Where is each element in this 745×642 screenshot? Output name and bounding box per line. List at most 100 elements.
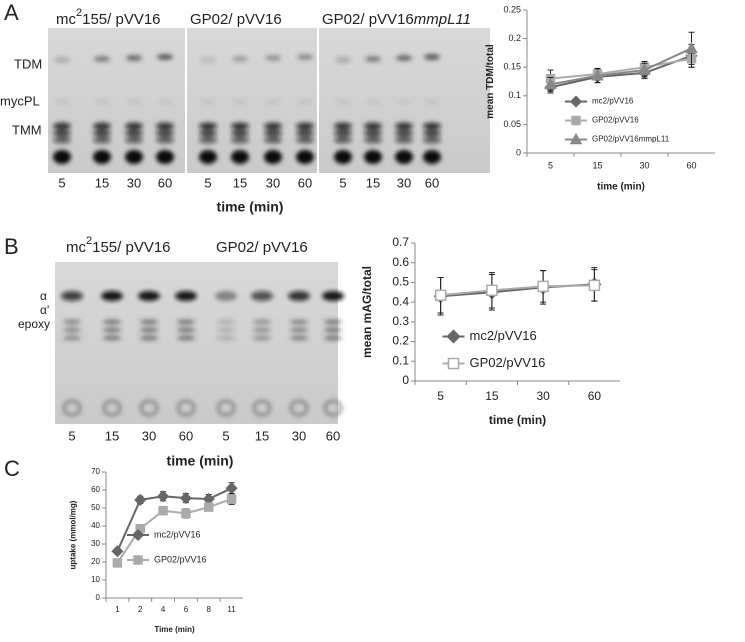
y-axis-label: mean TDM/total <box>485 44 496 119</box>
gel-band <box>63 319 81 325</box>
marker <box>544 77 557 90</box>
gel-band <box>395 150 413 164</box>
x-tick-label: 15 <box>485 389 499 403</box>
gel-band <box>217 319 235 325</box>
marker <box>434 289 447 301</box>
y-tick-label: 0.7 <box>392 235 409 249</box>
gel-band <box>296 136 314 144</box>
y-tick-label: 0.6 <box>392 255 409 269</box>
gel-band <box>324 335 342 341</box>
group-label: mc2155/ pVV16 <box>56 7 161 28</box>
marker <box>158 505 168 516</box>
gel-band <box>157 54 173 60</box>
y-tick-label: 0.1 <box>508 90 521 100</box>
lane-label: 60 <box>298 175 312 190</box>
band-label: TMM <box>12 122 42 137</box>
x-tick-label: 2 <box>138 605 143 614</box>
gel-band <box>125 122 143 130</box>
y-tick-label: 50 <box>91 503 100 512</box>
marker <box>226 494 237 504</box>
gel-band <box>297 54 313 60</box>
marker <box>111 545 124 558</box>
legend-label: mc2/pVV16 <box>154 529 201 539</box>
legend-marker <box>131 528 145 542</box>
legend-label: GP02/pVV16 <box>592 116 639 125</box>
marker <box>134 493 147 506</box>
gel-band <box>217 327 235 333</box>
gel-band <box>231 129 249 137</box>
gel-band <box>95 100 109 104</box>
gel-band <box>93 150 111 164</box>
gel-band <box>103 335 121 341</box>
gel-band <box>103 327 121 333</box>
series-line <box>550 54 692 89</box>
gel-band <box>424 54 440 60</box>
gel-band <box>231 136 249 144</box>
legend-label: GP02/pVV16mmpL11 <box>592 135 670 144</box>
lane-label: 60 <box>326 428 340 443</box>
legend-marker <box>447 357 460 370</box>
panel-label: A <box>4 0 19 25</box>
group-label: GP02/ pVV16 <box>216 239 308 256</box>
y-axis-label: uptake (mmol/mg) <box>68 500 77 569</box>
gel-band <box>199 122 217 130</box>
group-label: GP02/ pVV16mmpL11 <box>322 11 471 28</box>
gel-band <box>177 335 195 341</box>
gel-axis-label: time (min) <box>167 453 234 469</box>
gel-band <box>139 399 159 417</box>
gel-band <box>156 136 174 144</box>
gel-band <box>423 136 441 144</box>
y-tick-label: 0.15 <box>503 62 521 72</box>
x-tick-label: 30 <box>536 389 550 403</box>
y-tick-label: 0.2 <box>508 33 521 43</box>
lane-label: 5 <box>339 175 346 190</box>
gel-band <box>336 100 350 104</box>
gel-band <box>290 335 308 341</box>
legend-label: mc2/pVV16 <box>592 97 634 106</box>
gel-band <box>199 129 217 137</box>
gel-band <box>253 327 271 333</box>
legend-label: GP02/pVV16 <box>154 554 207 564</box>
y-tick-label: 0.2 <box>392 334 409 348</box>
gel-band <box>53 122 71 130</box>
gel-band <box>324 319 342 325</box>
gel-band <box>93 129 111 137</box>
x-tick-label: 1 <box>115 605 120 614</box>
gel-band <box>176 399 196 417</box>
gel-band <box>366 100 380 104</box>
gel-band <box>93 122 111 130</box>
gel-band <box>216 399 236 417</box>
gel-band <box>264 122 282 130</box>
x-tick-label: 5 <box>437 389 444 403</box>
series-line <box>550 47 692 86</box>
lane-label: 30 <box>397 175 411 190</box>
marker <box>179 492 192 505</box>
marker <box>486 284 498 297</box>
gel-band <box>397 100 411 104</box>
gel-band <box>54 57 70 63</box>
legend-marker <box>569 132 583 145</box>
gel-band <box>101 291 123 301</box>
gel-band <box>215 291 237 301</box>
series-line <box>116 487 233 552</box>
gel-band <box>102 399 122 417</box>
gel-band <box>127 100 141 104</box>
gel-band <box>396 55 412 61</box>
gel-band <box>425 100 439 104</box>
gel-band <box>252 399 272 417</box>
gel-band <box>61 291 83 301</box>
gel-band <box>158 100 172 104</box>
group-label: GP02/ pVV16 <box>190 11 282 28</box>
gel-band <box>395 122 413 130</box>
gel-band <box>251 291 273 301</box>
marker <box>591 69 604 81</box>
x-axis-label: Time (min) <box>154 625 195 634</box>
gel-band <box>365 56 381 62</box>
x-tick-label: 11 <box>227 605 236 614</box>
gel-band <box>125 136 143 144</box>
gel-band <box>125 150 143 164</box>
marker <box>537 280 549 293</box>
gel-band <box>423 150 441 164</box>
marker <box>638 63 651 75</box>
gel-band <box>175 291 197 301</box>
